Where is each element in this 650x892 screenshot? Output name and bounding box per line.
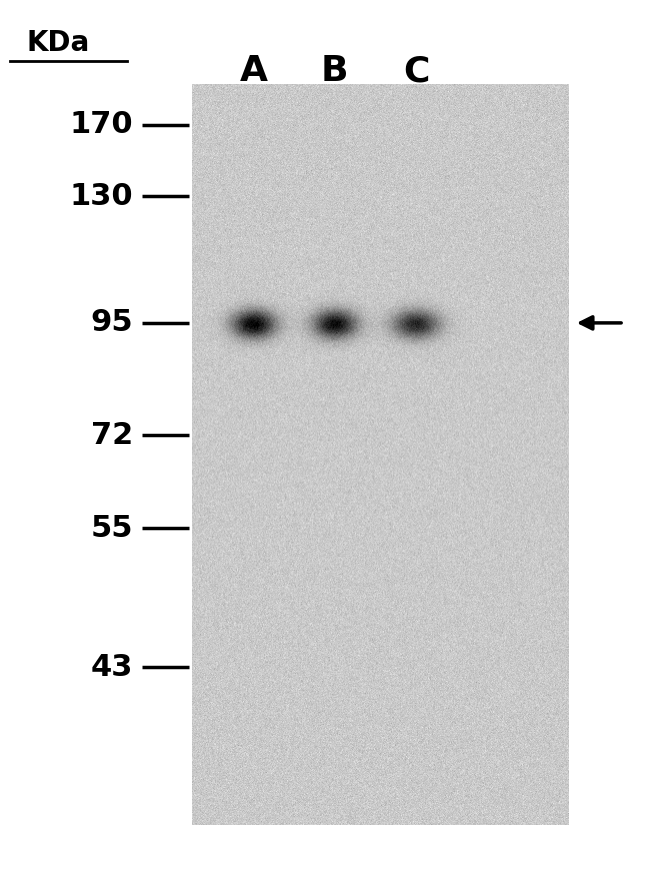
- Text: 43: 43: [91, 653, 133, 681]
- Text: 55: 55: [91, 514, 133, 542]
- Text: 72: 72: [91, 421, 133, 450]
- Text: 170: 170: [70, 111, 133, 139]
- Text: 130: 130: [70, 182, 133, 211]
- Text: 95: 95: [90, 309, 133, 337]
- Text: A: A: [239, 54, 268, 88]
- Text: C: C: [403, 54, 429, 88]
- Text: B: B: [321, 54, 348, 88]
- Text: KDa: KDa: [27, 29, 90, 57]
- Bar: [192, 85, 569, 825]
